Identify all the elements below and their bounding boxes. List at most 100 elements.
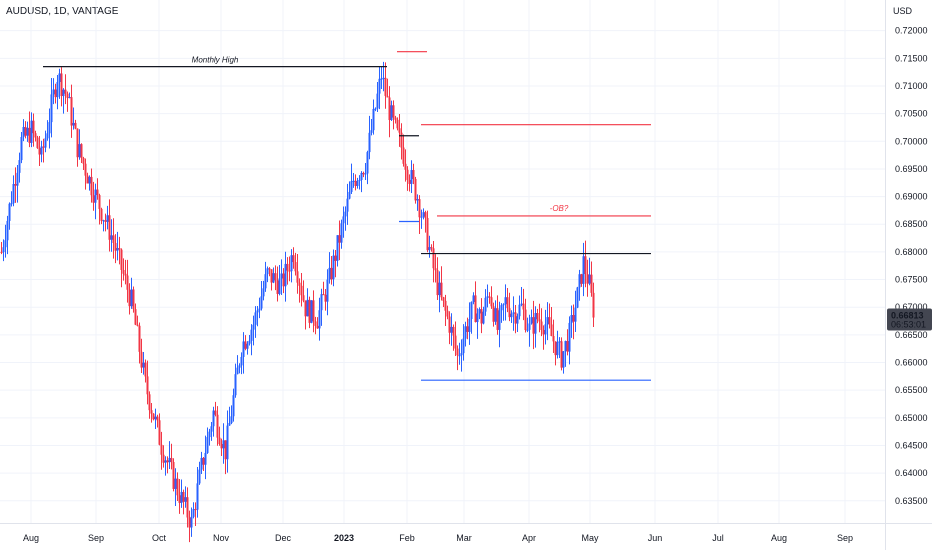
candle-body xyxy=(246,343,249,349)
candle-body xyxy=(280,273,283,279)
candle-body xyxy=(70,97,73,126)
candle-body xyxy=(178,495,181,503)
candle-body xyxy=(348,191,351,199)
candle-body xyxy=(192,509,195,517)
x-tick-label: Nov xyxy=(213,533,230,543)
candle-body xyxy=(22,126,25,138)
current-price-label: 0.66813 xyxy=(891,311,924,321)
candle-body xyxy=(104,220,107,222)
candle-body xyxy=(172,462,175,489)
candle-body xyxy=(284,263,287,287)
y-tick-label: 0.68000 xyxy=(895,247,928,257)
candle-body xyxy=(300,285,303,296)
candle-body xyxy=(590,274,593,293)
candle-body xyxy=(16,172,19,186)
candle-body xyxy=(404,163,407,170)
candle-body xyxy=(338,235,341,243)
candle-body xyxy=(174,478,177,489)
candle-body xyxy=(322,294,325,296)
candle-body xyxy=(236,367,239,375)
candle-body xyxy=(370,130,373,133)
candle-body xyxy=(428,247,431,251)
candle-body xyxy=(206,437,209,453)
candle-body xyxy=(290,255,293,272)
candle-body xyxy=(268,268,271,270)
candle-body xyxy=(72,122,75,126)
candle-body xyxy=(20,137,23,161)
candle-body xyxy=(446,310,449,317)
candle-body xyxy=(128,289,131,307)
candle-body xyxy=(186,497,189,518)
candle-body xyxy=(506,297,509,309)
candle-body xyxy=(514,312,517,324)
x-tick-label: 2023 xyxy=(334,533,354,543)
candle-body xyxy=(460,353,463,356)
y-tick-label: 0.64500 xyxy=(895,440,928,450)
candle-body xyxy=(184,497,187,502)
candle-body xyxy=(320,294,323,311)
candle-body xyxy=(82,158,85,164)
candle-body xyxy=(444,300,447,311)
candle-body xyxy=(154,416,157,420)
candle-body xyxy=(306,299,309,317)
x-tick-label: Dec xyxy=(275,533,292,543)
candle-body xyxy=(568,322,571,352)
candle-body xyxy=(122,269,125,274)
candle-body xyxy=(518,304,521,317)
candle-body xyxy=(488,296,491,298)
x-tick-label: Feb xyxy=(399,533,415,543)
candle-body xyxy=(372,108,375,131)
candle-body xyxy=(162,454,165,463)
candle-body xyxy=(532,317,535,334)
candle-body xyxy=(254,312,257,325)
candle-body xyxy=(130,289,133,307)
y-tick-label: 0.67000 xyxy=(895,302,928,312)
candle-body xyxy=(176,478,179,496)
candle-body xyxy=(200,457,203,470)
symbol-title: AUDUSD, 1D, VANTAGE xyxy=(6,6,119,17)
candle-body xyxy=(188,517,191,528)
candle-body xyxy=(358,179,361,181)
candle-body xyxy=(170,457,173,463)
candle-body xyxy=(138,325,141,352)
candle-body xyxy=(538,319,541,322)
candle-body xyxy=(278,278,281,294)
y-tick-label: 0.67500 xyxy=(895,275,928,285)
candle-body xyxy=(116,248,119,251)
candle-body xyxy=(572,315,575,322)
candle-body xyxy=(214,410,217,415)
candle-body xyxy=(6,220,9,241)
candle-body xyxy=(584,256,587,275)
candle-body xyxy=(4,240,7,248)
candle-body xyxy=(546,317,549,325)
candle-body xyxy=(296,271,299,283)
candle-body xyxy=(220,443,223,449)
candle-body xyxy=(266,268,269,275)
candle-body xyxy=(470,301,473,320)
candle-body xyxy=(408,179,411,184)
x-tick-label: Jun xyxy=(648,533,663,543)
candle-body xyxy=(2,247,5,253)
candle-body xyxy=(536,312,539,320)
candle-body xyxy=(218,437,221,444)
candle-body xyxy=(270,269,273,283)
candle-body xyxy=(556,341,559,356)
candle-body xyxy=(164,460,167,463)
candle-body xyxy=(204,452,207,465)
y-tick-label: 0.71000 xyxy=(895,81,928,91)
current-price-badge xyxy=(887,308,932,331)
candle-body xyxy=(32,120,35,134)
y-tick-label: 0.65500 xyxy=(895,385,928,395)
candle-body xyxy=(468,319,471,332)
y-tick-label: 0.63500 xyxy=(895,496,928,506)
candle-body xyxy=(482,311,485,324)
candle-body xyxy=(292,255,295,263)
candle-body xyxy=(490,297,493,307)
candle-body xyxy=(118,248,121,250)
currency-label: USD xyxy=(893,6,913,16)
candle-body xyxy=(362,172,365,175)
candle-body xyxy=(76,128,79,158)
candle-body xyxy=(424,212,427,219)
candle-body xyxy=(440,282,443,298)
